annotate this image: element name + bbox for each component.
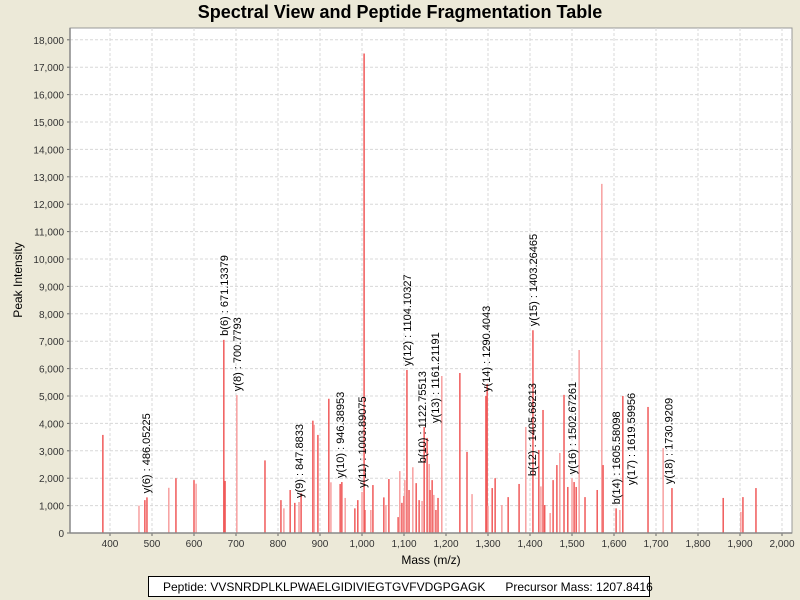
peak-annotation: y(18) : 1730.9209 xyxy=(664,398,676,484)
y-tick-label: 15,000 xyxy=(33,118,64,129)
x-tick-label: 2,000 xyxy=(769,539,794,550)
peak-annotation: y(11) : 1003.89075 xyxy=(357,396,369,488)
peak-annotation: b(14) : 1605.58098 xyxy=(611,411,623,504)
x-tick-label: 1,100 xyxy=(391,539,416,550)
peak-annotation: y(15) : 1403.26465 xyxy=(528,234,540,326)
y-tick-label: 5,000 xyxy=(39,392,64,403)
peak-annotation: y(12) : 1104.10327 xyxy=(402,274,414,366)
x-tick-label: 1,700 xyxy=(643,539,668,550)
peak-annotation: y(17) : 1619.59956 xyxy=(626,393,638,485)
x-tick-label: 600 xyxy=(186,539,203,550)
x-tick-label: 800 xyxy=(270,539,287,550)
x-tick-label: 1,400 xyxy=(517,539,542,550)
peak-annotation: y(13) : 1161.21191 xyxy=(430,332,442,423)
chart-title: Spectral View and Peptide Fragmentation … xyxy=(197,2,603,22)
y-tick-label: 17,000 xyxy=(33,63,64,74)
x-axis-label: Mass (m/z) xyxy=(401,553,460,567)
x-tick-label: 1,300 xyxy=(475,539,500,550)
axes: 400 500 600 700 800 900 1,000 1,100 1,200 1,300 1,… xyxy=(33,28,795,550)
x-tick-label: 400 xyxy=(102,539,119,550)
peak-annotation: y(9) : 847.8833 xyxy=(294,424,306,498)
peaks xyxy=(102,53,757,533)
y-tick-label: 3,000 xyxy=(39,447,64,458)
y-tick-label: 6,000 xyxy=(39,365,64,376)
y-tick-label: 7,000 xyxy=(39,337,64,348)
y-axis-label: Peak Intensity xyxy=(11,242,25,317)
y-tick-label: 2,000 xyxy=(39,474,64,485)
peak-annotation: y(10) : 946.38953 xyxy=(335,392,347,478)
y-tick-label: 8,000 xyxy=(39,310,64,321)
peak-annotation: b(12) : 1405.68213 xyxy=(527,383,539,476)
peak-annotation: b(6) : 671.13379 xyxy=(219,255,231,336)
y-tick-label: 4,000 xyxy=(39,419,64,430)
x-tick-label: 1,000 xyxy=(349,539,374,550)
y-tick-label: 16,000 xyxy=(33,91,64,102)
peak-annotation: y(6) : 486.05225 xyxy=(141,413,153,493)
x-tick-label: 1,500 xyxy=(559,539,584,550)
peak-annotation: y(16) : 1502.67261 xyxy=(567,382,579,474)
peptide-label: Peptide: VVSNRDPLKLPWAELGIDIVIEGTGVFVDGP… xyxy=(163,580,486,594)
x-tick-label: 1,600 xyxy=(601,539,626,550)
precursor-mass-label: Precursor Mass: 1207.8416 xyxy=(505,580,653,594)
plot-area xyxy=(69,27,793,534)
x-tick-label: 1,900 xyxy=(727,539,752,550)
y-tick-label: 13,000 xyxy=(33,173,64,184)
y-tick-label: 1,000 xyxy=(39,502,64,513)
y-tick-label: 9,000 xyxy=(39,282,64,293)
x-tick-label: 900 xyxy=(312,539,329,550)
x-tick-label: 700 xyxy=(228,539,245,550)
peak-annotation: b(10) : 1122.75513 xyxy=(417,371,429,463)
y-tick-label: 18,000 xyxy=(33,36,64,47)
peak-annotation: y(8) : 700.7793 xyxy=(232,317,244,391)
y-tick-label: 14,000 xyxy=(33,145,64,156)
y-tick-label: 10,000 xyxy=(33,255,64,266)
y-tick-label: 12,000 xyxy=(33,200,64,211)
legend-box: Peptide: VVSNRDPLKLPWAELGIDIVIEGTGVFVDGP… xyxy=(148,576,653,597)
y-tick-label: 11,000 xyxy=(34,228,64,239)
x-tick-label: 1,800 xyxy=(685,539,710,550)
x-tick-label: 1,200 xyxy=(433,539,458,550)
x-tick-label: 500 xyxy=(144,539,161,550)
peak-annotation: y(14) : 1290.4043 xyxy=(481,306,493,392)
y-tick-label: 0 xyxy=(58,529,64,540)
